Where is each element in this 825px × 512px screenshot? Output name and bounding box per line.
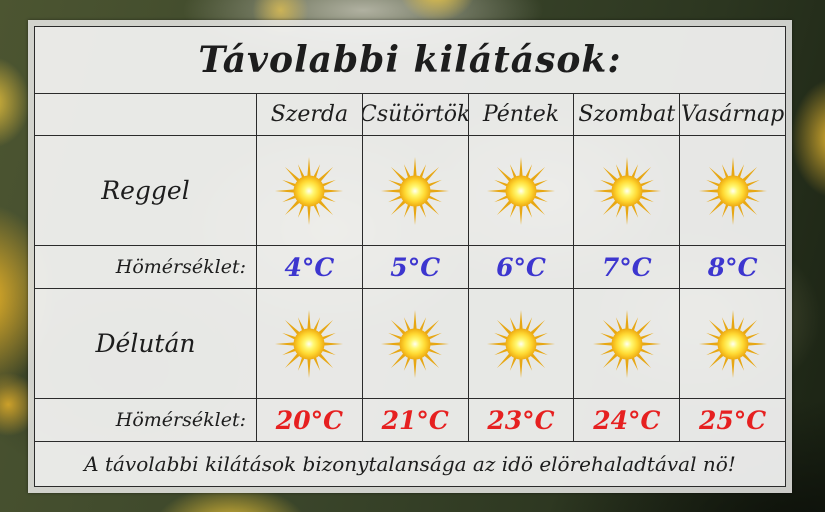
forecast-cell	[361, 135, 468, 245]
forecast-cell	[679, 288, 785, 398]
column-header-szombat: Szombat	[573, 93, 680, 135]
sun-icon	[486, 309, 555, 378]
sun-icon	[275, 309, 344, 378]
morning-temp-szerda: 4°C	[256, 245, 362, 288]
footer-note: A távolabbi kilátások bizonytalansága az…	[35, 441, 785, 486]
sun-icon	[698, 156, 767, 225]
morning-temp-csutortok: 5°C	[361, 245, 468, 288]
sun-icon	[698, 309, 767, 378]
row-label-afternoon: Délután	[35, 288, 256, 398]
row-label-temperature-morning: Hömérséklet:	[35, 245, 256, 288]
forecast-cell	[256, 288, 362, 398]
forecast-cell	[467, 288, 574, 398]
page-title: Távolabbi kilátások:	[198, 39, 622, 81]
column-header-csutortok: Csütörtök	[361, 93, 468, 135]
afternoon-temp-vasarnap: 25°C	[679, 398, 785, 441]
row-label-temperature-afternoon: Hömérséklet:	[35, 398, 256, 441]
forecast-cell	[467, 135, 574, 245]
row-label-morning: Reggel	[35, 135, 256, 245]
column-header-pentek: Péntek	[467, 93, 574, 135]
column-header-szerda: Szerda	[256, 93, 362, 135]
forecast-cell	[256, 135, 362, 245]
sun-icon	[486, 156, 555, 225]
sun-icon	[381, 156, 450, 225]
afternoon-temp-csutortok: 21°C	[361, 398, 468, 441]
afternoon-temp-pentek: 23°C	[467, 398, 574, 441]
sun-icon	[592, 309, 661, 378]
forecast-cell	[573, 135, 680, 245]
morning-temp-vasarnap: 8°C	[679, 245, 785, 288]
afternoon-temp-szerda: 20°C	[256, 398, 362, 441]
sun-icon	[275, 156, 344, 225]
morning-temp-szombat: 7°C	[573, 245, 680, 288]
sun-icon	[592, 156, 661, 225]
afternoon-temp-szombat: 24°C	[573, 398, 680, 441]
forecast-table-frame: Távolabbi kilátások: Szerda Csütörtök Pé…	[28, 20, 792, 493]
forecast-cell	[679, 135, 785, 245]
column-header-vasarnap: Vasárnap	[679, 93, 785, 135]
forecast-table: Távolabbi kilátások: Szerda Csütörtök Pé…	[34, 26, 786, 487]
morning-temp-pentek: 6°C	[467, 245, 574, 288]
sun-icon	[381, 309, 450, 378]
corner-cell	[35, 93, 256, 135]
forecast-cell	[361, 288, 468, 398]
forecast-cell	[573, 288, 680, 398]
